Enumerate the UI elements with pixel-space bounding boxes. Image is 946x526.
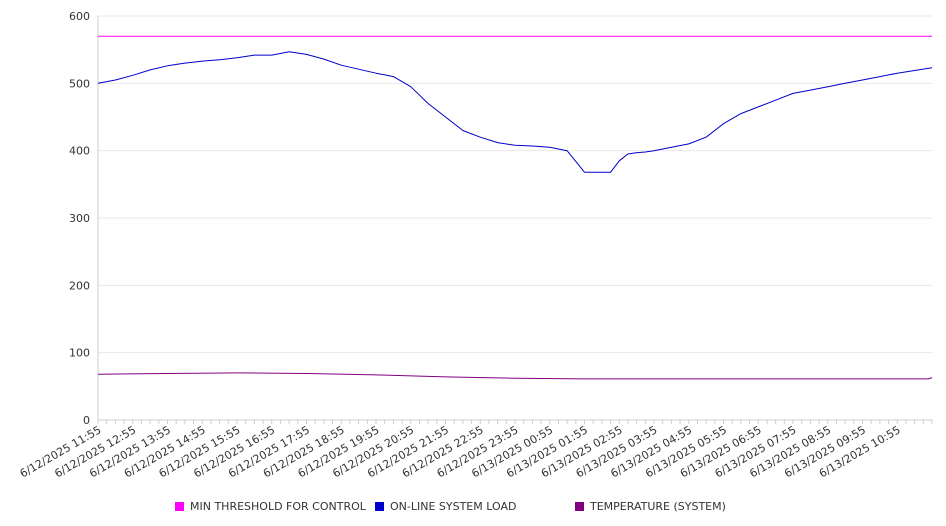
legend-swatch-min-threshold — [175, 501, 184, 511]
legend-item-system-load[interactable]: ON-LINE SYSTEM LOAD — [375, 496, 516, 516]
y-tick-label: 400 — [69, 145, 90, 158]
y-tick-label: 0 — [83, 414, 90, 427]
series-line-temperature-system[interactable] — [97, 372, 933, 380]
grid-layer — [98, 15, 932, 354]
y-tick-label: 300 — [69, 212, 90, 225]
legend-label-min-threshold: MIN THRESHOLD FOR CONTROL — [190, 499, 366, 513]
y-tick-label: 100 — [69, 347, 90, 360]
y-tick-label: 600 — [69, 10, 90, 23]
y-tick-label: 500 — [69, 77, 90, 90]
y-tick-label: 200 — [69, 279, 90, 292]
legend-item-temperature[interactable]: TEMPERATURE (SYSTEM) — [575, 496, 726, 516]
legend: MIN THRESHOLD FOR CONTROL ON-LINE SYSTEM… — [0, 496, 946, 516]
legend-label-system-load: ON-LINE SYSTEM LOAD — [390, 499, 517, 513]
legend-swatch-system-load — [375, 501, 384, 511]
legend-swatch-temperature — [575, 501, 584, 511]
series-layer — [97, 35, 933, 380]
legend-label-temperature: TEMPERATURE (SYSTEM) — [590, 499, 726, 513]
legend-item-min-threshold[interactable]: MIN THRESHOLD FOR CONTROL — [175, 496, 366, 516]
series-line-on-line-system-load[interactable] — [97, 51, 933, 173]
axis-layer — [97, 16, 933, 424]
